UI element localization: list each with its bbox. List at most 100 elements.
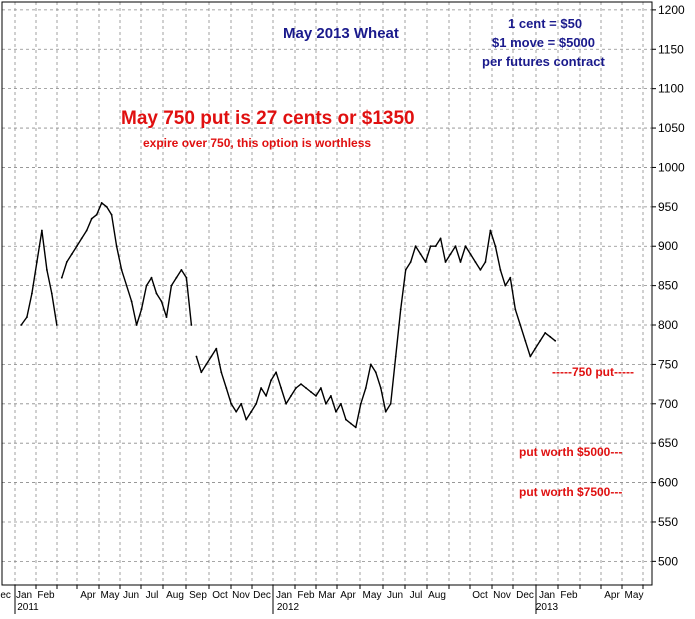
price-point <box>145 284 148 287</box>
price-point <box>85 229 88 232</box>
price-point <box>519 324 522 326</box>
x-tick-label: May <box>101 590 120 601</box>
x-tick-label: May <box>625 590 644 601</box>
price-point <box>130 300 133 303</box>
price-point <box>125 284 128 287</box>
price-point <box>270 379 272 382</box>
x-tick-label: May <box>363 590 382 601</box>
price-point <box>449 253 452 256</box>
price-point <box>524 339 527 342</box>
price-point <box>429 245 432 248</box>
price-point <box>240 402 243 405</box>
x-tick-label: Dec <box>253 590 271 601</box>
x-tick-label: Jun <box>123 590 139 601</box>
price-point <box>354 426 357 429</box>
x-tick-label: Feb <box>297 590 315 601</box>
price-point <box>379 387 382 389</box>
x-tick-label: Dec <box>516 590 534 601</box>
price-point <box>544 332 547 334</box>
price-point <box>20 324 23 326</box>
price-point <box>330 395 332 397</box>
y-tick-label: 800 <box>658 318 678 332</box>
y-tick-label: 850 <box>658 279 678 293</box>
price-point <box>549 335 552 338</box>
price-point <box>165 316 168 318</box>
price-point <box>100 202 103 204</box>
price-point <box>349 422 352 425</box>
price-point <box>320 387 322 389</box>
price-point <box>504 284 507 287</box>
price-point <box>345 418 347 421</box>
price-point <box>514 308 517 311</box>
headline: May 750 put is 27 cents or $1350 <box>121 108 415 129</box>
price-point <box>135 324 138 326</box>
price-point <box>80 237 83 240</box>
price-point <box>50 292 53 295</box>
price-point <box>534 347 537 350</box>
x-tick-label: Apr <box>604 590 620 601</box>
price-point <box>310 391 312 393</box>
price-point <box>499 269 502 271</box>
price-point <box>424 261 427 263</box>
price-point <box>250 410 253 413</box>
price-point <box>494 245 497 248</box>
annotation-put-7500: put worth $7500--- <box>519 485 622 499</box>
x-tick-label: Nov <box>232 590 250 601</box>
price-point <box>46 269 48 271</box>
price-point <box>180 269 183 271</box>
price-point <box>220 371 223 374</box>
price-point <box>295 387 297 389</box>
price-point <box>55 324 58 326</box>
price-point <box>195 355 198 358</box>
x-tick-label: Oct <box>212 590 228 601</box>
price-point <box>364 387 367 389</box>
price-point <box>205 363 208 366</box>
x-tick-label: Jan <box>539 590 555 601</box>
price-point <box>255 402 258 405</box>
price-point <box>325 402 327 405</box>
x-tick-label: Nov <box>493 590 511 601</box>
grid <box>2 2 652 585</box>
price-point <box>36 261 38 263</box>
price-point <box>155 292 158 295</box>
price-point <box>389 402 392 405</box>
price-point <box>315 395 317 397</box>
y-tick-label: 900 <box>658 239 678 253</box>
price-point <box>215 347 218 350</box>
price-point <box>290 395 292 397</box>
year-label: 2013 <box>536 602 559 613</box>
x-tick-label: Apr <box>340 590 356 601</box>
price-point <box>539 339 542 342</box>
price-point <box>95 213 98 216</box>
price-point <box>439 237 442 240</box>
price-point <box>175 276 178 279</box>
price-point <box>419 253 422 256</box>
price-point <box>110 213 113 216</box>
price-point <box>479 269 482 271</box>
y-tick-label: 1050 <box>658 121 685 135</box>
y-tick-label: 1100 <box>658 82 684 96</box>
price-point <box>230 402 233 405</box>
x-tick-label: Oct <box>472 590 488 601</box>
x-tick-label: Dec <box>0 590 11 601</box>
x-tick-label: Jan <box>16 590 32 601</box>
x-tick-label: Jul <box>410 590 423 601</box>
x-tick-label: Apr <box>80 590 96 601</box>
plot-frame <box>1 1 653 586</box>
price-point <box>235 410 238 413</box>
price-point <box>404 269 407 271</box>
price-point <box>260 387 262 389</box>
y-tick-label: 1200 <box>658 3 685 17</box>
price-point <box>374 371 377 374</box>
price-point <box>70 253 73 256</box>
price-point <box>225 387 228 389</box>
price-point <box>300 383 302 385</box>
price-point <box>120 269 123 271</box>
price-point <box>489 229 492 232</box>
year-label: 2011 <box>17 602 39 613</box>
price-point <box>41 229 43 232</box>
price-point <box>384 410 387 413</box>
